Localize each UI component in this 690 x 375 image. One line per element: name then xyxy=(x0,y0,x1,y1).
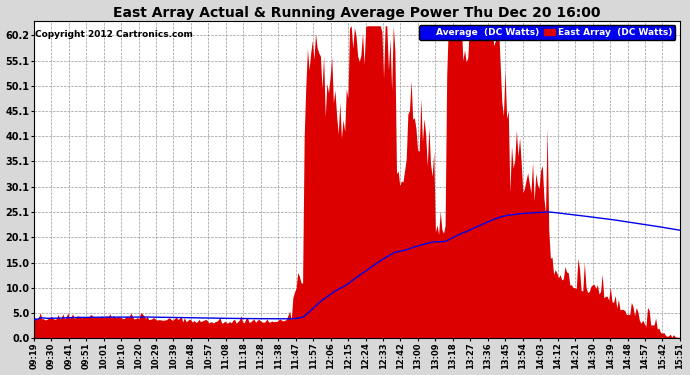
Legend: Average  (DC Watts), East Array  (DC Watts): Average (DC Watts), East Array (DC Watts… xyxy=(419,25,676,40)
Text: Copyright 2012 Cartronics.com: Copyright 2012 Cartronics.com xyxy=(35,30,193,39)
Title: East Array Actual & Running Average Power Thu Dec 20 16:00: East Array Actual & Running Average Powe… xyxy=(113,6,600,20)
